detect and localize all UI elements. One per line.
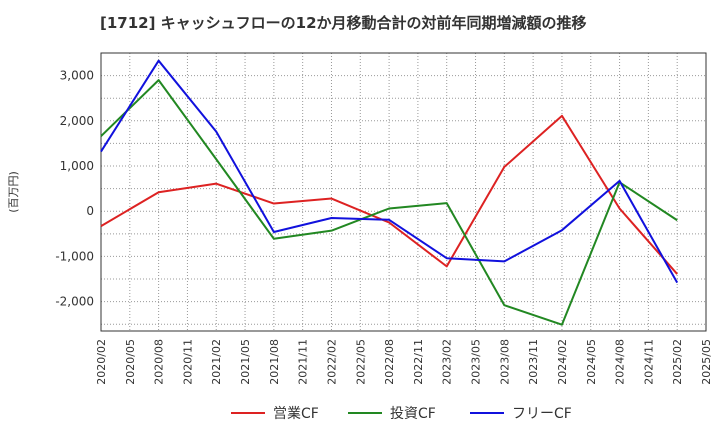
x-tick-label: 2024/05	[585, 339, 598, 385]
y-tick-label: -2,000	[55, 295, 94, 309]
legend-label-3: フリーCF	[512, 406, 572, 422]
x-tick-label: 2021/05	[239, 339, 252, 385]
chart-title: [1712] キャッシュフローの12か月移動合計の対前年同期増減額の推移	[100, 14, 587, 32]
x-tick-label: 2025/05	[700, 339, 713, 385]
y-tick-label: -1,000	[55, 249, 94, 263]
x-tick-label: 2020/05	[124, 339, 137, 385]
x-tick-label: 2023/05	[470, 339, 483, 385]
x-tick-label: 2024/08	[614, 339, 627, 385]
plot-frame	[100, 52, 707, 332]
series-line-1	[100, 114, 678, 275]
y-tick-label: 3,000	[60, 69, 94, 83]
x-tick-label: 2024/11	[642, 339, 655, 385]
x-tick-label: 2022/11	[412, 339, 425, 385]
x-tick-label: 2020/08	[153, 339, 166, 385]
y-axis-ticks: 3,000 2,000 1,000 0 -1,000 -2,000	[55, 69, 94, 309]
x-axis-ticks: 2020/02 2020/05 2020/08 2020/11 2021/02 2021/…	[95, 339, 713, 385]
x-tick-label: 2021/08	[268, 339, 281, 385]
x-tick-label: 2022/08	[383, 339, 396, 385]
x-tick-label: 2020/02	[95, 339, 108, 385]
y-tick-label: 1,000	[60, 159, 94, 173]
x-tick-label: 2024/02	[556, 339, 569, 385]
y-axis-label: (百万円)	[7, 171, 20, 213]
y-tick-label: 2,000	[60, 114, 94, 128]
y-tick-label: 0	[86, 204, 94, 218]
x-tick-label: 2022/02	[325, 339, 338, 385]
x-tick-label: 2025/02	[671, 339, 684, 385]
x-tick-label: 2021/02	[210, 339, 223, 385]
grid-layer	[101, 53, 706, 331]
x-tick-label: 2021/11	[297, 339, 310, 385]
legend-label-1: 営業CF	[273, 406, 319, 422]
legend: 営業CF 投資CF フリーCF	[231, 406, 572, 422]
series-layer	[100, 59, 679, 326]
x-tick-label: 2023/02	[441, 339, 454, 385]
x-tick-label: 2022/05	[354, 339, 367, 385]
x-tick-label: 2023/08	[498, 339, 511, 385]
x-tick-label: 2023/11	[527, 339, 540, 385]
series-line-3	[100, 59, 679, 284]
x-tick-label: 2020/11	[181, 339, 194, 385]
series-line-2	[100, 79, 678, 326]
legend-label-2: 投資CF	[390, 406, 436, 422]
